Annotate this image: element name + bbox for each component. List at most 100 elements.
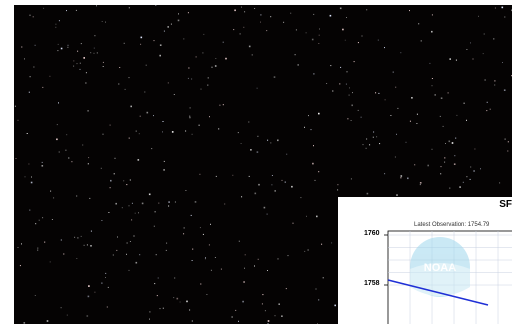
star	[261, 303, 263, 305]
star	[135, 130, 137, 132]
star	[318, 43, 320, 44]
star	[396, 194, 398, 196]
star	[483, 33, 485, 35]
star	[139, 115, 141, 117]
star	[144, 91, 146, 93]
star	[93, 52, 95, 54]
star	[60, 47, 63, 50]
star	[148, 193, 151, 196]
star	[185, 190, 187, 191]
star	[366, 9, 368, 11]
star	[179, 301, 181, 303]
star	[366, 138, 368, 140]
star	[163, 169, 165, 171]
star	[177, 19, 180, 22]
star	[372, 136, 374, 138]
star	[330, 65, 332, 67]
star	[24, 176, 26, 178]
star	[153, 225, 155, 227]
star	[215, 58, 217, 59]
star	[157, 277, 159, 279]
star	[306, 215, 307, 217]
star	[322, 277, 324, 279]
star	[174, 201, 176, 203]
star	[67, 46, 69, 48]
star	[117, 236, 118, 238]
star	[51, 219, 53, 220]
noaa-logo-watermark: NOAA	[410, 237, 470, 297]
star	[123, 42, 125, 44]
star	[222, 41, 224, 43]
star	[451, 142, 454, 144]
star	[57, 43, 59, 45]
star	[17, 119, 19, 121]
star	[262, 294, 264, 296]
star	[86, 244, 88, 246]
star	[186, 300, 188, 303]
star	[409, 10, 410, 12]
star	[313, 145, 314, 147]
star	[414, 164, 416, 166]
star	[101, 21, 103, 22]
star	[210, 223, 211, 225]
star	[365, 147, 367, 149]
star	[139, 254, 141, 256]
star	[369, 144, 371, 146]
series-line	[387, 279, 489, 306]
star	[455, 137, 457, 139]
star	[420, 40, 422, 42]
star	[503, 89, 506, 91]
star	[347, 118, 349, 120]
star	[480, 168, 481, 170]
star	[29, 76, 31, 78]
star	[199, 173, 201, 175]
star	[397, 107, 399, 109]
star	[145, 64, 147, 66]
star	[271, 175, 273, 176]
star	[232, 174, 234, 176]
star	[176, 297, 179, 300]
star	[305, 32, 307, 34]
star	[400, 175, 403, 177]
star	[502, 62, 503, 63]
star	[24, 58, 25, 60]
chart-subtitle: Latest Observation: 1754.79	[414, 222, 490, 228]
star	[238, 240, 240, 242]
star	[21, 243, 22, 245]
star	[28, 91, 30, 93]
star	[407, 177, 409, 180]
star	[334, 304, 336, 307]
star	[378, 92, 380, 94]
star	[504, 138, 506, 140]
star	[234, 9, 236, 12]
star	[292, 222, 294, 224]
star	[219, 104, 221, 106]
star	[233, 29, 235, 31]
star	[46, 320, 49, 322]
star	[263, 206, 266, 209]
star	[507, 150, 509, 152]
star	[168, 205, 170, 207]
star	[185, 130, 187, 132]
star	[256, 151, 259, 153]
star	[466, 176, 468, 178]
star	[73, 65, 75, 67]
star	[55, 26, 57, 28]
star	[93, 47, 95, 49]
star	[362, 144, 364, 146]
star	[90, 230, 92, 232]
star	[128, 7, 130, 9]
star	[167, 82, 169, 84]
star	[35, 223, 37, 225]
star	[256, 87, 258, 89]
star	[504, 16, 506, 18]
star	[448, 140, 451, 143]
star	[129, 241, 131, 242]
star	[90, 245, 92, 247]
star	[499, 182, 501, 184]
star	[270, 16, 272, 18]
star	[41, 161, 43, 163]
star	[360, 116, 362, 118]
star	[202, 52, 204, 54]
star	[101, 220, 103, 221]
